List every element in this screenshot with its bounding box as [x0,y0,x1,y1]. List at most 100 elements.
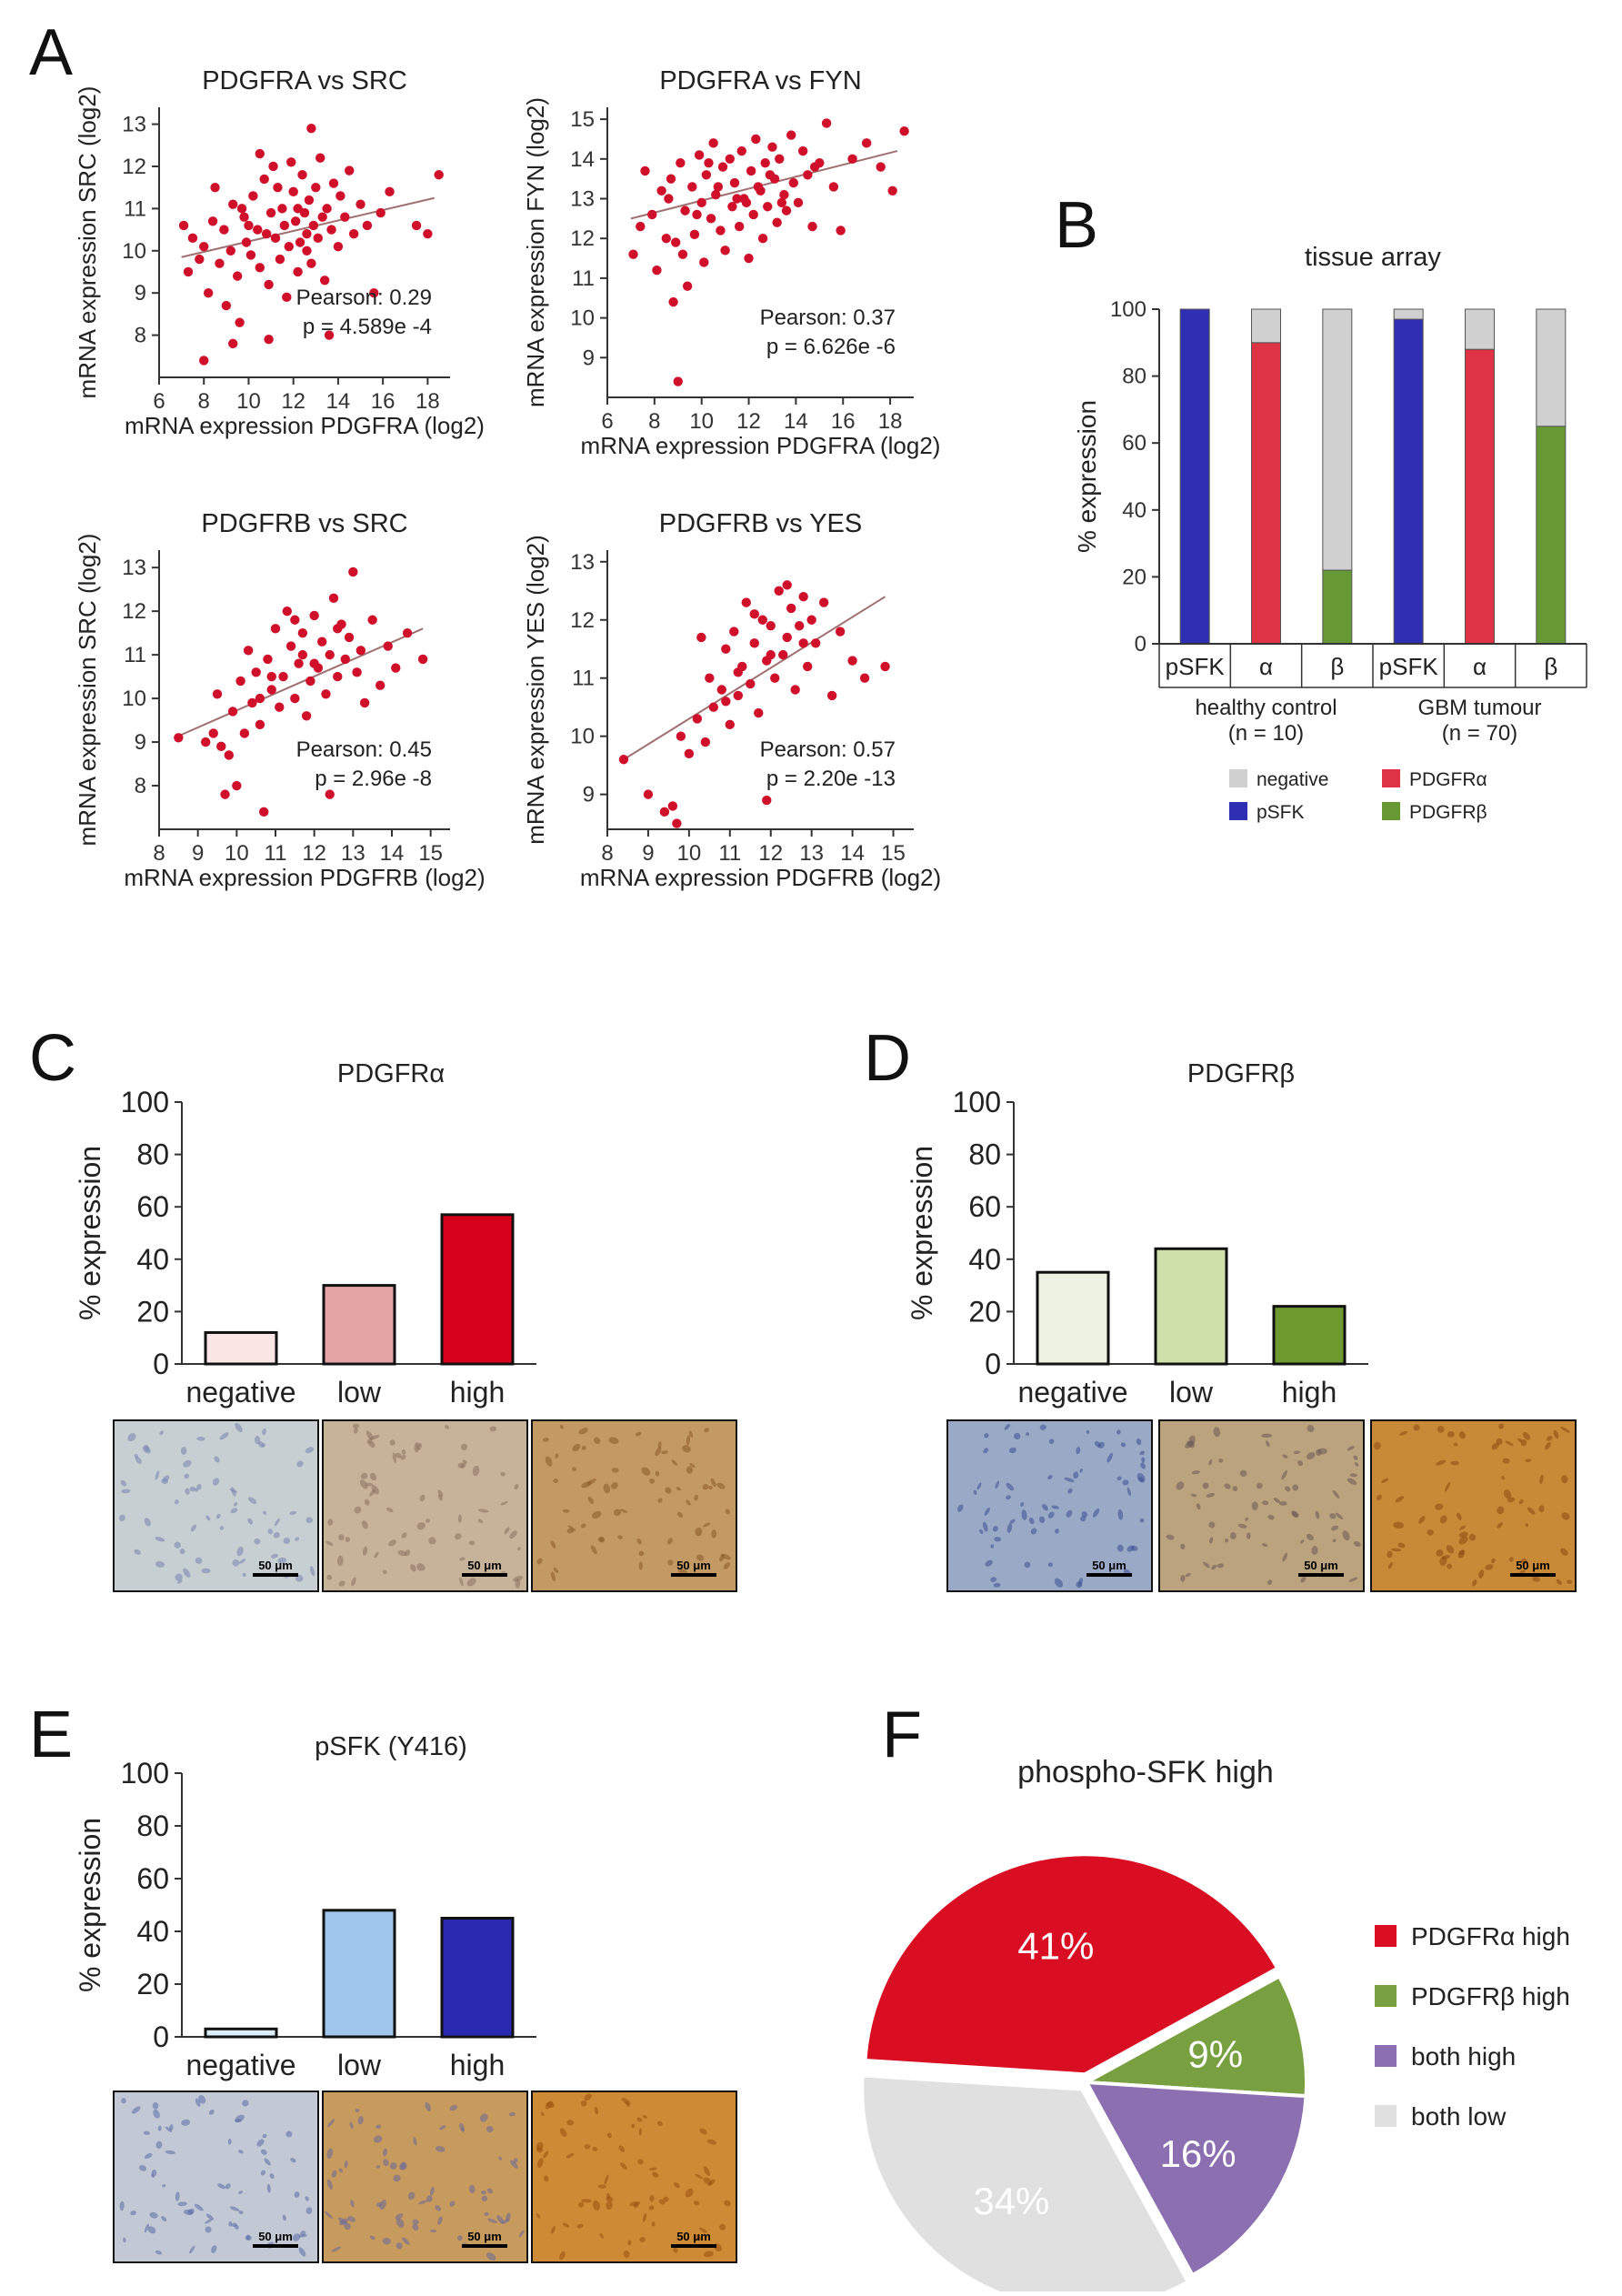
data-point [692,714,703,724]
cell-nucleus [454,1533,462,1540]
cell-nucleus [256,2139,265,2147]
cell-nucleus [1446,1545,1455,1554]
cell-nucleus [300,2231,306,2236]
cell-nucleus [545,1456,553,1467]
cell-nucleus [234,2224,239,2230]
cell-nucleus [1459,1525,1467,1530]
x-tick-label: 10 [677,841,702,866]
cell-nucleus [509,1530,517,1539]
cell-nucleus [1331,1525,1339,1531]
cell-nucleus [682,1445,691,1453]
y-tick-label: 13 [570,550,595,575]
data-point [278,671,288,682]
cell-nucleus [183,1459,192,1468]
scale-bar-label: 50 μm [676,2230,711,2243]
cell-nucleus [673,2247,678,2253]
data-point [736,145,746,156]
cell-nucleus [655,1470,660,1477]
data-point [232,271,243,281]
cell-nucleus [702,1483,709,1490]
data-point [766,620,776,631]
data-point [251,667,261,677]
cell-nucleus [708,1485,713,1490]
cell-nucleus [401,1454,406,1460]
cell-nucleus [665,1487,672,1494]
chart-title: phospho-SFK high [1017,1755,1274,1790]
data-point [790,685,800,695]
cell-nucleus [269,2172,275,2180]
cell-nucleus [1092,1508,1100,1518]
cell-nucleus [1427,1529,1434,1536]
pie-slice-label: 34% [973,2180,1049,2222]
data-point [216,741,226,752]
panel-letter-b: B [1055,189,1098,262]
cell-nucleus [327,1519,334,1526]
data-point [232,780,242,791]
cell-nucleus [211,2245,217,2254]
pie-slice-label: 41% [1017,1925,1094,1968]
data-point [754,707,764,718]
cell-nucleus [235,2114,245,2122]
data-point [282,292,292,303]
cell-nucleus [428,1537,436,1545]
data-point [178,220,189,231]
cell-nucleus [657,1441,662,1449]
y-tick-label: 60 [136,1862,169,1895]
data-point [828,182,839,192]
cell-nucleus [327,2119,335,2128]
cell-nucleus [1458,1431,1467,1439]
cell-nucleus [295,1537,300,1541]
cell-nucleus [719,2223,726,2231]
data-point [290,615,300,625]
data-point [297,170,307,180]
cell-nucleus [262,2133,267,2139]
cell-nucleus [229,1489,238,1493]
cell-nucleus [506,2212,511,2221]
data-point [235,676,245,687]
cell-nucleus [1297,1459,1304,1467]
data-point [749,609,759,619]
scatter-A2: 6 8 10 12 14 16 18 9 10 11 12 13 14 15 PDGFRA vs FYN mR… [522,66,940,459]
data-point [776,197,787,208]
scale-bar-label: 50 μm [1092,1559,1126,1572]
cell-nucleus [1332,1539,1337,1542]
cell-nucleus [215,1513,221,1519]
cell-nucleus [699,2128,707,2135]
chart-title: PDGFRα [337,1059,445,1088]
cell-nucleus [1261,1433,1273,1439]
chart-title: PDGFRB vs YES [659,509,862,538]
data-point [734,221,745,232]
cell-nucleus [134,1549,141,1555]
scale-bar-label: 50 μm [676,1559,711,1572]
cell-nucleus [375,2202,383,2208]
cell-nucleus [689,1463,696,1469]
cell-nucleus [365,1482,374,1487]
cell-nucleus [135,1457,142,1464]
x-tick-label: 6 [153,389,165,414]
cell-nucleus [1468,1533,1477,1541]
data-point [859,673,870,683]
cell-nucleus [1556,1579,1562,1585]
cell-nucleus [1387,1550,1393,1559]
cell-nucleus [1086,1429,1090,1434]
cell-nucleus [724,2200,731,2207]
cell-nucleus [419,1494,426,1502]
data-point [746,165,756,176]
cell-nucleus [710,1478,716,1488]
cell-nucleus [118,1514,125,1522]
pie-slice-label: 16% [1160,2132,1237,2175]
cell-nucleus [514,1484,519,1490]
cell-nucleus [661,1450,668,1455]
data-point [826,690,837,701]
cell-nucleus [121,2098,126,2104]
data-point [317,637,327,647]
cell-nucleus [402,2237,410,2245]
y-tick-label: 8 [135,324,146,348]
data-point [284,241,294,252]
data-point [725,719,735,730]
data-point [732,194,742,204]
cell-nucleus [1505,1440,1514,1447]
cell-nucleus [305,2207,313,2215]
legend-swatch [1229,769,1247,787]
data-point [319,276,330,286]
